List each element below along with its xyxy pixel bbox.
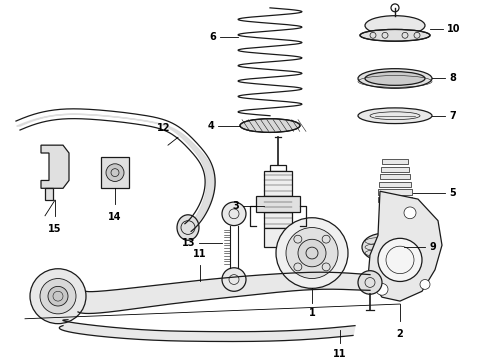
Bar xyxy=(382,159,408,164)
Ellipse shape xyxy=(358,108,432,123)
Circle shape xyxy=(40,279,76,314)
Circle shape xyxy=(276,218,348,288)
Circle shape xyxy=(378,238,422,282)
Bar xyxy=(264,171,292,228)
Bar xyxy=(45,188,53,200)
Text: 13: 13 xyxy=(181,238,195,248)
Text: 14: 14 xyxy=(108,212,122,222)
Text: 11: 11 xyxy=(333,349,347,359)
Text: 12: 12 xyxy=(157,123,171,134)
Circle shape xyxy=(420,279,430,289)
Text: 9: 9 xyxy=(429,242,436,252)
Bar xyxy=(381,167,409,172)
Text: 2: 2 xyxy=(396,329,403,338)
Text: 3: 3 xyxy=(232,201,239,211)
Text: 4: 4 xyxy=(207,121,214,131)
Circle shape xyxy=(222,268,246,291)
Bar xyxy=(378,197,413,202)
Bar xyxy=(380,212,410,218)
Text: 7: 7 xyxy=(449,111,456,121)
Text: 8: 8 xyxy=(449,73,456,84)
Circle shape xyxy=(106,164,124,181)
Ellipse shape xyxy=(360,30,430,41)
Polygon shape xyxy=(41,145,69,188)
Bar xyxy=(378,189,413,195)
Circle shape xyxy=(286,228,338,279)
Text: 10: 10 xyxy=(447,24,461,35)
Circle shape xyxy=(358,271,382,294)
Polygon shape xyxy=(368,191,442,301)
Circle shape xyxy=(30,269,86,324)
Bar xyxy=(264,228,292,247)
Circle shape xyxy=(376,283,388,295)
Text: 1: 1 xyxy=(309,308,316,318)
Circle shape xyxy=(48,287,68,306)
Text: 11: 11 xyxy=(193,249,207,259)
Bar xyxy=(270,165,286,171)
Text: 6: 6 xyxy=(209,32,216,42)
Ellipse shape xyxy=(365,72,425,85)
Bar xyxy=(379,182,411,187)
Circle shape xyxy=(404,207,416,219)
Bar xyxy=(380,174,410,180)
Bar xyxy=(101,157,129,188)
Polygon shape xyxy=(78,272,370,314)
Circle shape xyxy=(298,239,326,267)
Ellipse shape xyxy=(362,233,404,261)
Text: 5: 5 xyxy=(449,188,456,198)
Ellipse shape xyxy=(177,215,199,240)
Ellipse shape xyxy=(365,16,425,35)
Bar xyxy=(381,220,409,225)
Bar xyxy=(256,196,300,212)
Text: 15: 15 xyxy=(48,224,62,234)
Polygon shape xyxy=(59,320,355,342)
Bar xyxy=(379,204,411,210)
Circle shape xyxy=(222,202,246,226)
Ellipse shape xyxy=(240,119,300,132)
Ellipse shape xyxy=(358,69,432,88)
